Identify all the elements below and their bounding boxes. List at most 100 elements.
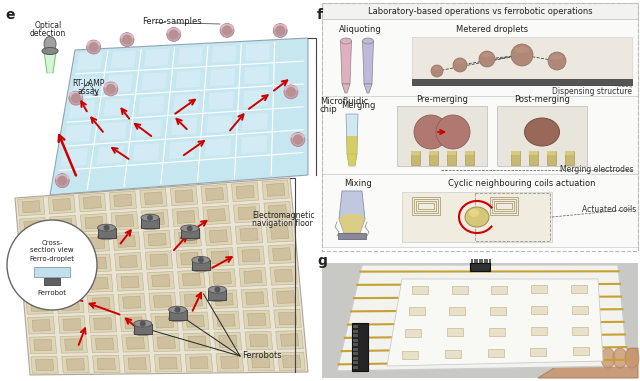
Text: Post-merging: Post-merging [514,95,570,104]
Polygon shape [64,124,92,142]
Polygon shape [28,317,55,334]
Polygon shape [272,288,300,306]
Polygon shape [143,230,171,249]
Ellipse shape [168,316,187,322]
Bar [547,151,556,155]
Bar [322,263,638,378]
Ellipse shape [86,40,100,48]
Polygon shape [152,334,180,352]
Polygon shape [179,232,197,244]
Bar [44,278,60,285]
Circle shape [88,42,99,52]
Polygon shape [178,270,205,289]
Bar [418,203,434,209]
Polygon shape [44,52,56,73]
Ellipse shape [69,91,83,105]
Polygon shape [269,205,287,218]
Polygon shape [60,336,88,353]
Polygon shape [52,199,71,211]
Text: chip: chip [320,106,338,115]
Ellipse shape [180,234,198,240]
Polygon shape [82,234,109,252]
Polygon shape [245,331,273,350]
Text: detection: detection [30,29,66,37]
Ellipse shape [97,224,115,231]
Polygon shape [282,355,301,368]
Polygon shape [180,291,207,309]
Circle shape [57,176,67,186]
Ellipse shape [44,37,56,51]
Polygon shape [271,226,289,239]
Ellipse shape [120,33,134,40]
Bar [511,151,520,155]
Bar [353,357,358,360]
Circle shape [453,58,467,72]
Bar [447,151,456,165]
Polygon shape [209,230,227,242]
Ellipse shape [550,54,563,60]
Polygon shape [274,309,301,328]
Circle shape [414,115,448,149]
Circle shape [293,134,303,144]
Polygon shape [243,310,271,329]
Polygon shape [185,354,212,371]
Polygon shape [207,248,234,267]
Ellipse shape [167,28,180,35]
Ellipse shape [55,174,69,181]
Polygon shape [93,355,120,373]
Polygon shape [275,269,292,282]
Ellipse shape [220,23,234,37]
Bar [180,229,198,239]
Bar [490,197,518,215]
Polygon shape [114,194,132,207]
Polygon shape [150,254,168,266]
Polygon shape [83,196,101,209]
Polygon shape [177,211,195,223]
Circle shape [71,93,81,103]
Polygon shape [538,348,638,378]
Polygon shape [24,221,42,232]
Polygon shape [26,297,53,314]
Bar [402,192,552,242]
Circle shape [140,321,146,327]
Polygon shape [159,357,177,369]
Bar [34,267,70,277]
Polygon shape [86,237,105,249]
Text: Cross-: Cross- [41,240,63,246]
Polygon shape [29,336,56,354]
Bar [322,3,638,19]
Circle shape [436,115,470,149]
Polygon shape [267,183,285,197]
Ellipse shape [601,348,615,368]
Polygon shape [211,251,229,263]
Bar [412,79,632,85]
Text: Ferrobot: Ferrobot [38,290,67,296]
Bar [489,328,505,336]
Polygon shape [169,141,195,159]
Bar [531,306,547,314]
Bar [497,106,587,166]
Polygon shape [278,312,297,325]
Polygon shape [170,187,198,206]
Polygon shape [65,339,83,350]
Text: e: e [5,8,15,22]
Polygon shape [212,45,236,63]
Text: Cyclic neighbouring coils actuation: Cyclic neighbouring coils actuation [448,179,596,189]
Bar [479,259,481,263]
Bar [192,260,210,270]
Circle shape [7,220,97,310]
Ellipse shape [209,286,227,293]
Polygon shape [72,76,99,94]
Ellipse shape [167,27,180,42]
Polygon shape [154,354,182,372]
Polygon shape [121,276,139,288]
Bar [353,343,358,346]
Polygon shape [110,50,136,68]
Polygon shape [111,211,138,230]
Polygon shape [148,233,166,246]
Polygon shape [152,275,170,287]
Polygon shape [246,292,264,304]
Bar [486,259,488,263]
Polygon shape [346,114,358,154]
Polygon shape [29,280,47,292]
